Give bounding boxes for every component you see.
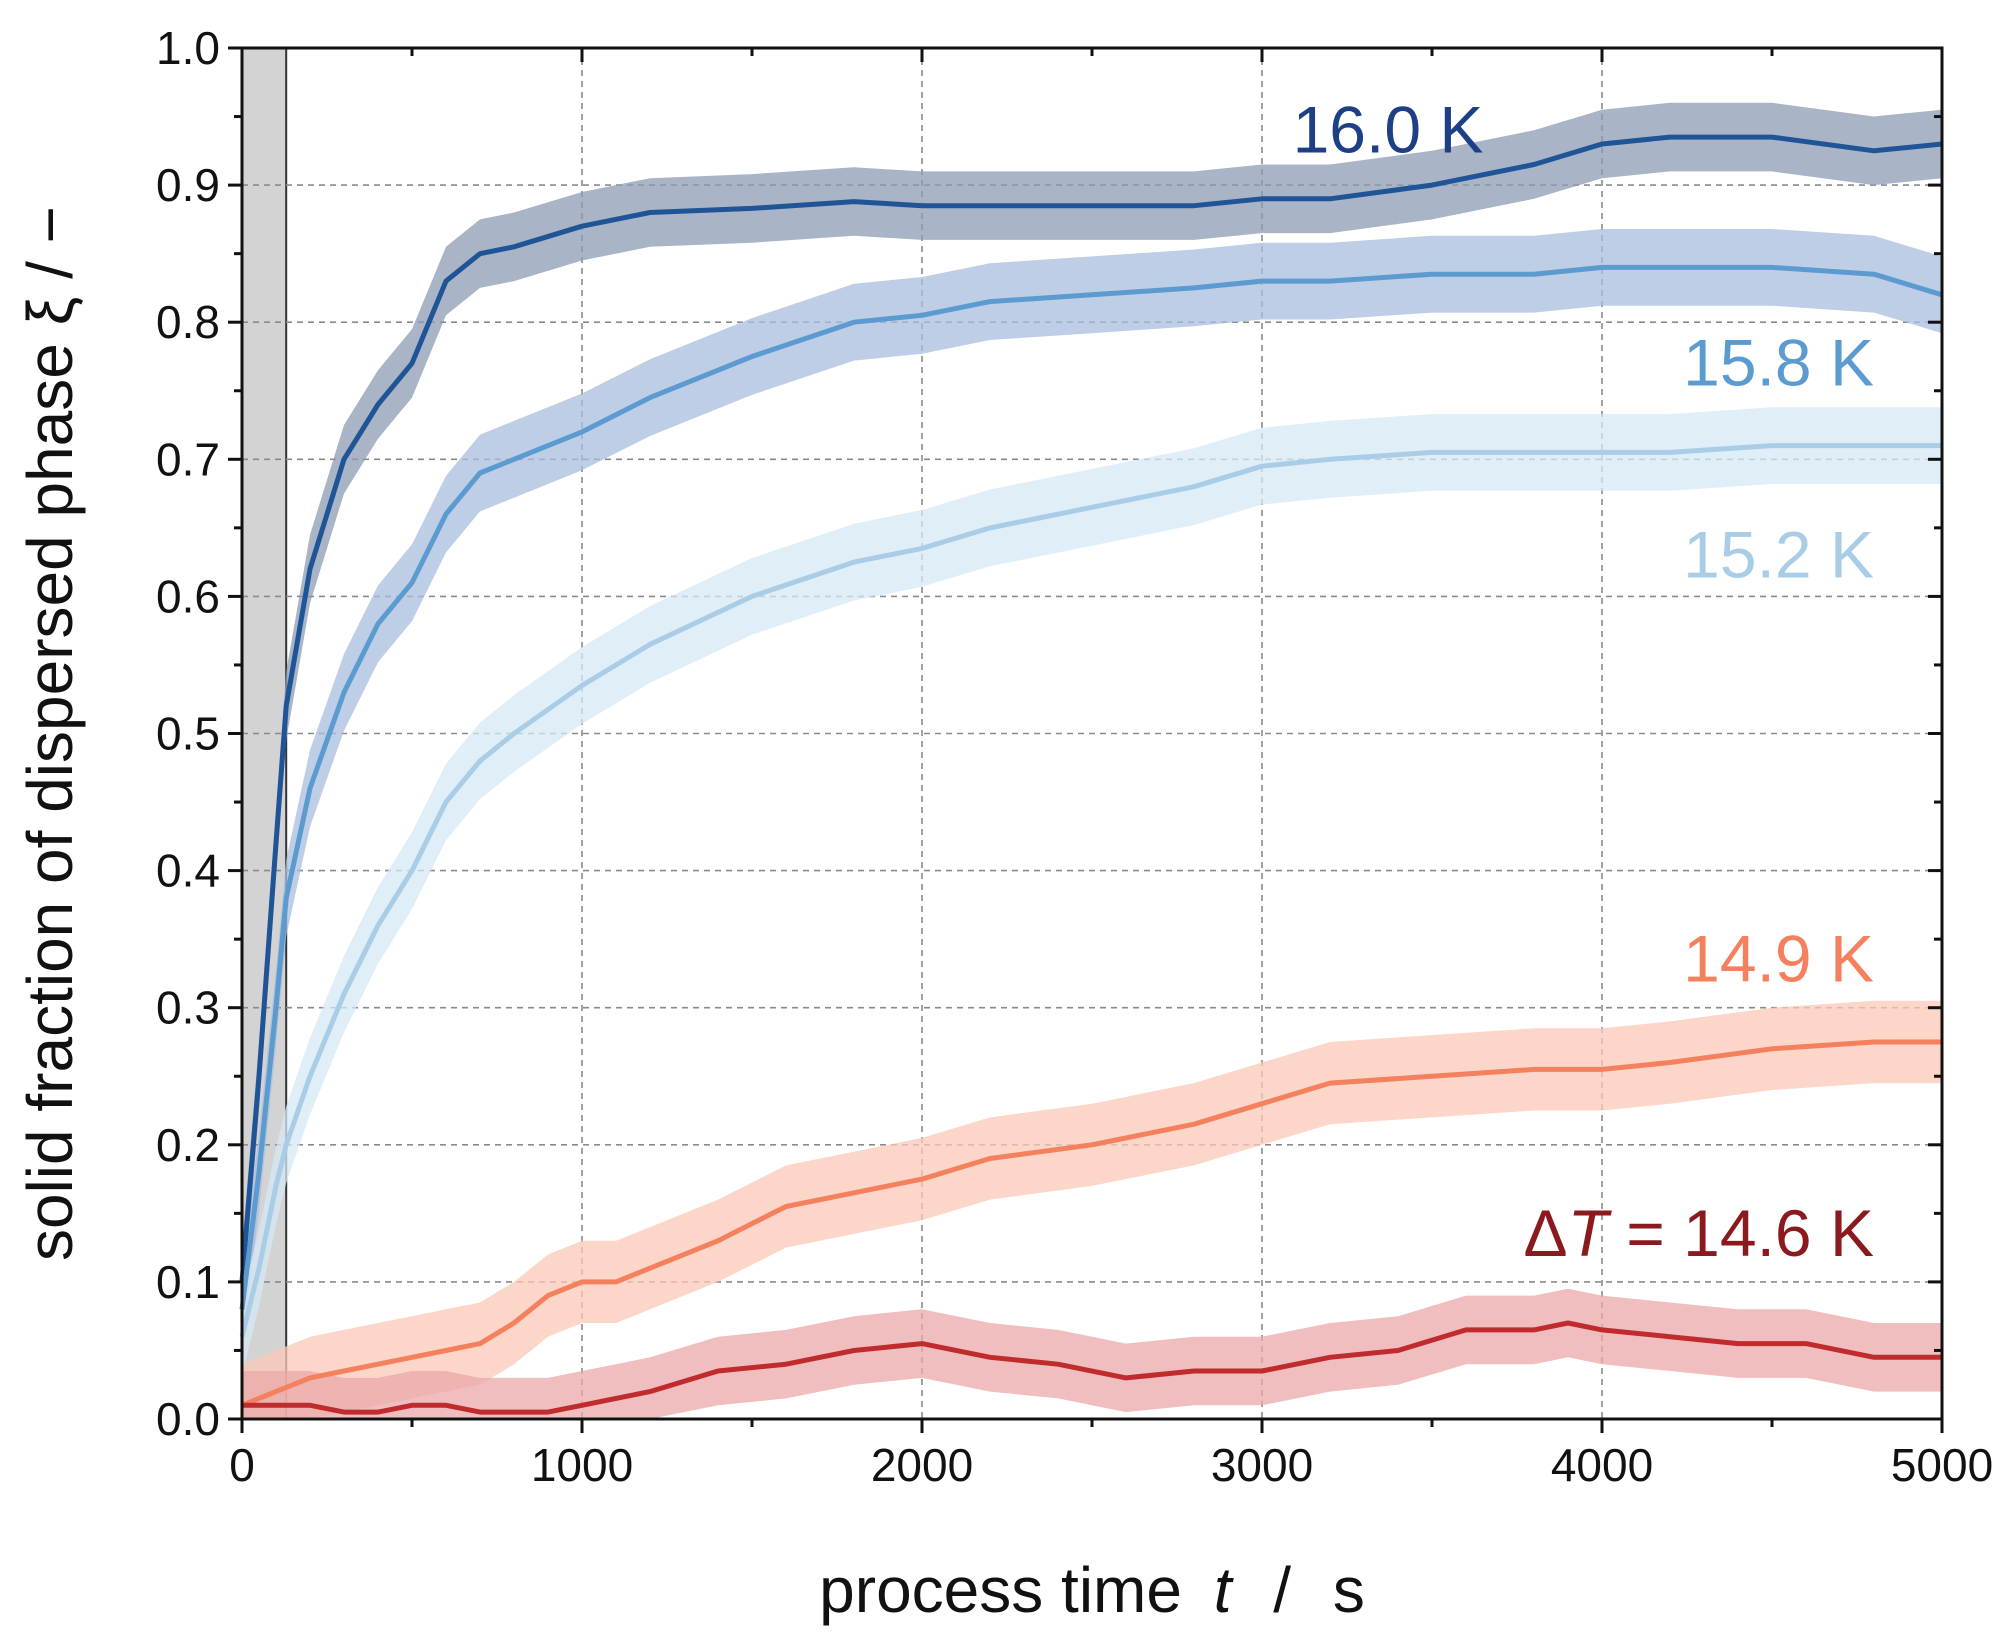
x-tick-label: 4000 [1551, 1439, 1653, 1491]
y-tick-label: 0.6 [156, 570, 220, 622]
series-label-2: 15.2 K [1683, 517, 1874, 591]
y-tick-label: 0.4 [156, 845, 220, 897]
x-tick-label: 1000 [531, 1439, 633, 1491]
series-band-3 [242, 1000, 1942, 1419]
x-tick-label: 0 [229, 1439, 255, 1491]
series-labels: 16.0 K 15.8 K 15.2 K 14.9 K ΔT = 14.6 K [1293, 92, 1874, 1270]
x-tick-label: 3000 [1211, 1439, 1313, 1491]
series-band-2 [242, 407, 1942, 1376]
series-line-4 [242, 1320, 1942, 1415]
y-tick-label: 1.0 [156, 22, 220, 74]
x-axis-title: process time t / s [819, 1554, 1365, 1626]
series-label-symbol: T [1568, 1196, 1613, 1270]
y-axis-title: solid fraction of dispersed phase ξ / − [14, 206, 86, 1261]
y-tick-label: 0.2 [156, 1119, 220, 1171]
y-tick-label: 0.9 [156, 159, 220, 211]
y-tick-label: 0.8 [156, 296, 220, 348]
y-tick-label: 0.7 [156, 433, 220, 485]
x-tick-label: 5000 [1891, 1439, 1993, 1491]
y-tick-label: 0.0 [156, 1393, 220, 1445]
tick-labels: 0 1000 2000 3000 4000 5000 0.0 0.1 0.2 0.3 0.4 0.5 0… [156, 22, 1993, 1491]
y-tick-label: 0.3 [156, 982, 220, 1034]
series-label-prefix: Δ [1524, 1196, 1568, 1270]
series-line-0 [239, 134, 1943, 1283]
series-line-2 [239, 443, 1942, 1338]
series-lines [239, 134, 1943, 1415]
x-axis-title-separator: / [1273, 1554, 1291, 1626]
y-tick-label: 0.5 [156, 708, 220, 760]
series-label-3: 14.9 K [1683, 922, 1874, 996]
series-line-3 [241, 1039, 1942, 1408]
axis-ticks [228, 46, 1944, 1433]
series-line-1 [239, 264, 1943, 1310]
series-label-rest: = 14.6 K [1608, 1196, 1874, 1270]
series-label-1: 15.8 K [1683, 325, 1874, 399]
series-label-0: 16.0 K [1293, 92, 1484, 166]
series-label-4: ΔT = 14.6 K [1524, 1196, 1874, 1270]
x-axis-title-text: process time [819, 1554, 1182, 1626]
y-tick-label: 0.1 [156, 1256, 220, 1308]
x-axis-title-unit: s [1333, 1554, 1365, 1626]
x-tick-label: 2000 [871, 1439, 973, 1491]
x-axis-title-symbol: t [1214, 1554, 1234, 1626]
